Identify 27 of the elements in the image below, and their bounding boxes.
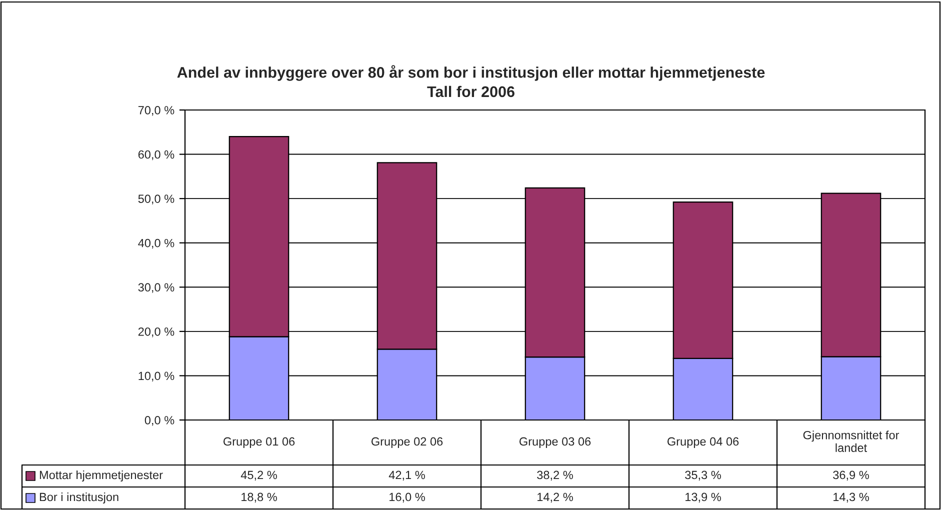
y-tick-label: 40,0 % [138,238,174,249]
legend-label: Bor i institusjon [40,492,118,504]
data-label: 45,2 % [240,470,277,481]
x-tick-label: Gruppe 02 06 [372,437,443,448]
y-tick-label: 0,0 % [144,416,174,426]
y-tick-label: 10,0 % [138,372,174,382]
data-label: 35,3 % [685,470,721,481]
x-tick-label: Gruppe 01 06 [224,437,295,448]
data-label: 13,9 % [686,492,721,503]
x-tick-label: Gjennomsnittet for landet [803,430,900,452]
data-label: 36,9 % [833,470,869,481]
data-label: 18,8 % [242,492,277,503]
y-tick-label: 50,0 % [138,194,174,204]
data-label: 14,3 % [834,492,869,503]
x-tick-label: Gruppe 04 06 [668,437,739,448]
x-tick-label: Gruppe 03 06 [520,437,591,448]
y-tick-label: 60,0 % [138,150,174,160]
data-label: 42,1 % [388,470,425,481]
y-tick-label: 30,0 % [138,283,174,293]
data-label: 38,2 % [537,470,573,481]
legend-label: Mottar hjemmetjenester [40,470,163,482]
y-tick-label: 20,0 % [138,327,174,338]
y-tick-label: 70,0 % [138,106,174,116]
chart-title: Andel av innbyggere over 80 år som bor i institusjon eller mottar hjemmetjeneste [177,65,765,81]
data-label: 14,2 % [538,492,573,503]
chart-subtitle: Tall for 2006 [427,86,514,98]
data-label: 16,0 % [390,492,425,503]
